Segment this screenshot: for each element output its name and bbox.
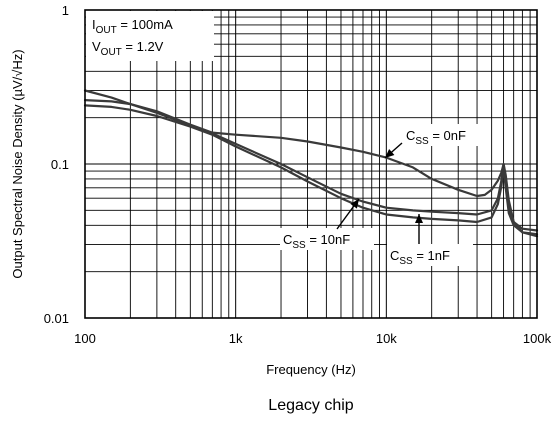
arrow-css-1nf [415, 214, 423, 244]
x-tick-label: 100k [523, 331, 552, 346]
series-line-css-1nf [83, 104, 539, 236]
grid-lines [84, 10, 537, 319]
x-axis-label: Frequency (Hz) [266, 362, 356, 377]
arrow-css-10nf [336, 198, 360, 230]
y-tick-label: 0.1 [51, 157, 69, 172]
plot-frame [84, 9, 538, 319]
series-label-css-0nf: CSS = 0nF [406, 128, 466, 147]
label-bg-css-0nf [403, 124, 489, 146]
series-curves [83, 89, 539, 238]
arrow-css-0nf [384, 142, 403, 159]
conditions-box [86, 11, 214, 61]
x-tick-label: 1k [229, 331, 243, 346]
plot-border [84, 9, 538, 319]
series-label-css-10nf: CSS = 10nF [283, 232, 350, 251]
condition-vout: VOUT = 1.2V [92, 39, 164, 58]
chart-text: 100 1k 10k 100k 0.01 0.1 1 Frequency (Hz) Output… [10, 3, 552, 414]
y-axis-label: Output Spectral Noise Density (µV/√Hz) [10, 49, 25, 278]
x-tick-label: 100 [74, 331, 96, 346]
label-bg-css-10nf [280, 228, 374, 250]
label-bg-css-1nf [387, 244, 473, 266]
y-tick-label: 0.01 [44, 311, 69, 326]
x-tick-label: 10k [376, 331, 397, 346]
series-label-css-1nf: CSS = 1nF [390, 248, 450, 267]
arrow-css-1nf-head [415, 214, 423, 223]
chart-caption: Legacy chip [268, 397, 353, 414]
series-annotations: IOUT = 100mA VOUT = 1.2V CSS = 0nF CSS = 10… [86, 11, 489, 267]
condition-iout: IOUT = 100mA [92, 17, 173, 36]
arrow-css-10nf-head [350, 199, 359, 209]
y-tick-label: 1 [62, 3, 69, 18]
arrow-css-0nf-head [385, 149, 395, 158]
